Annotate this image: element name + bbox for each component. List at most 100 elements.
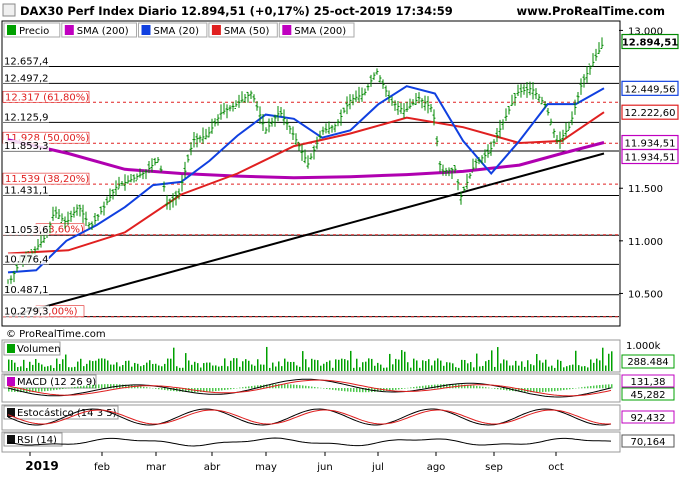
macd-histogram-bar <box>422 385 424 389</box>
macd-histogram-bar <box>125 384 127 389</box>
volume-bar <box>197 363 199 371</box>
volume-bar <box>158 365 160 371</box>
price-series <box>6 37 604 292</box>
volume-bar <box>383 367 385 371</box>
macd-histogram-bar <box>80 386 82 389</box>
legend-swatch <box>64 25 74 35</box>
x-tick-label: 2019 <box>25 459 58 473</box>
macd-histogram-bar <box>539 388 541 393</box>
volume-bar <box>122 365 124 371</box>
volume-bar <box>47 366 49 371</box>
macd-histogram-bar <box>299 385 301 389</box>
macd-histogram-bar <box>224 388 226 391</box>
header-bar <box>0 0 680 20</box>
volume-bar <box>305 359 307 371</box>
volume-bar <box>335 359 337 371</box>
macd-histogram-bar <box>347 388 349 392</box>
volume-bar <box>608 353 610 371</box>
volume-bar <box>59 363 61 371</box>
volume-bar <box>92 361 94 371</box>
macd-histogram-bar <box>398 388 400 390</box>
collapse-icon[interactable] <box>2 3 16 17</box>
volume-bar <box>95 360 97 371</box>
macd-histogram-bar <box>566 388 568 390</box>
volume-bar <box>404 351 406 371</box>
legend-label: Precio <box>19 26 49 37</box>
macd-histogram-bar <box>74 386 76 389</box>
macd-histogram-bar <box>284 384 286 389</box>
volume-bar <box>65 354 67 371</box>
macd-label: MACD (12 26 9) <box>17 377 96 388</box>
volume-bar <box>359 367 361 371</box>
volume-bar <box>371 358 373 371</box>
volume-bar <box>23 359 25 371</box>
x-tick-label: mar <box>146 462 167 473</box>
macd-histogram-bar <box>41 388 43 392</box>
price-level-label: 10.279,3 <box>4 307 49 318</box>
macd-histogram-bar <box>464 384 466 389</box>
rsi-badge <box>621 434 675 448</box>
macd-histogram-bar <box>164 388 166 391</box>
volume-bar <box>20 366 22 371</box>
macd-histogram-bar <box>338 388 340 391</box>
volume-bar <box>470 362 472 371</box>
volume-bar <box>461 359 463 371</box>
macd-histogram-bar <box>479 386 481 389</box>
macd-histogram-bar <box>596 385 598 389</box>
macd-histogram-bar <box>302 385 304 389</box>
macd-histogram-bar <box>329 388 331 390</box>
volume-bar <box>149 360 151 371</box>
right-axis: 13.000 11.500 11.000 10.500 12.894,51 12.449,… <box>619 26 679 300</box>
volume-bar <box>50 365 52 371</box>
macd-histogram-bar <box>167 388 169 391</box>
macd-histogram-bar <box>467 384 469 389</box>
macd-histogram-bar <box>20 388 22 393</box>
legend-item <box>278 22 355 38</box>
x-tick-label: jun <box>316 462 332 473</box>
volume-bar <box>308 367 310 371</box>
macd-histogram-bar <box>206 388 208 392</box>
volume-bar <box>377 362 379 371</box>
volume-bar <box>530 364 532 371</box>
macd-histogram-bar <box>488 387 490 389</box>
chart-title: DAX30 Perf Index Diario 12.894,51 (+0,17… <box>20 4 453 18</box>
macd-histogram-bar <box>494 388 496 389</box>
volume-bar <box>221 365 223 371</box>
site-label: www.ProRealTime.com <box>516 4 665 18</box>
macd-histogram-bar <box>53 388 55 391</box>
trendline-segment <box>11 152 605 317</box>
volume-bar <box>89 360 91 371</box>
axis-tick-label: 10.500 <box>628 289 663 300</box>
macd-histogram-bar <box>149 387 151 389</box>
macd-histogram-bar <box>11 388 13 392</box>
volume-bar <box>116 362 118 371</box>
macd-histogram-bar <box>359 388 361 393</box>
macd-histogram-bar <box>386 388 388 391</box>
macd-histogram-bar <box>584 386 586 389</box>
stochastic-value: 92,432 <box>631 413 666 424</box>
volume-bar <box>434 360 436 371</box>
volume-bar <box>518 365 520 371</box>
volume-bar <box>272 362 274 371</box>
x-tick-label: may <box>255 462 277 473</box>
volume-bar <box>473 367 475 371</box>
macd-histogram-bar <box>548 388 550 392</box>
macd-histogram-bar <box>602 384 604 389</box>
macd-histogram-bar <box>308 386 310 389</box>
macd-histogram-bar <box>182 388 184 392</box>
volume-bar <box>611 351 613 371</box>
volume-bar <box>350 350 352 371</box>
macd-histogram-bar <box>518 388 520 392</box>
volume-bar <box>218 366 220 371</box>
macd-histogram-bar <box>140 386 142 389</box>
macd-signal-line <box>7 379 612 397</box>
volume-bar <box>38 362 40 371</box>
price-level-label: 12.125,9 <box>4 112 49 123</box>
macd-histogram-bar <box>362 388 364 393</box>
macd-histogram-bar <box>404 388 406 389</box>
volume-bar <box>146 362 148 371</box>
macd-histogram-bar <box>506 388 508 391</box>
fibonacci-label: 11.928 (50,00%) <box>5 133 89 144</box>
price-level-label: 10.776,4 <box>4 254 49 265</box>
macd-histogram-bar <box>590 386 592 389</box>
